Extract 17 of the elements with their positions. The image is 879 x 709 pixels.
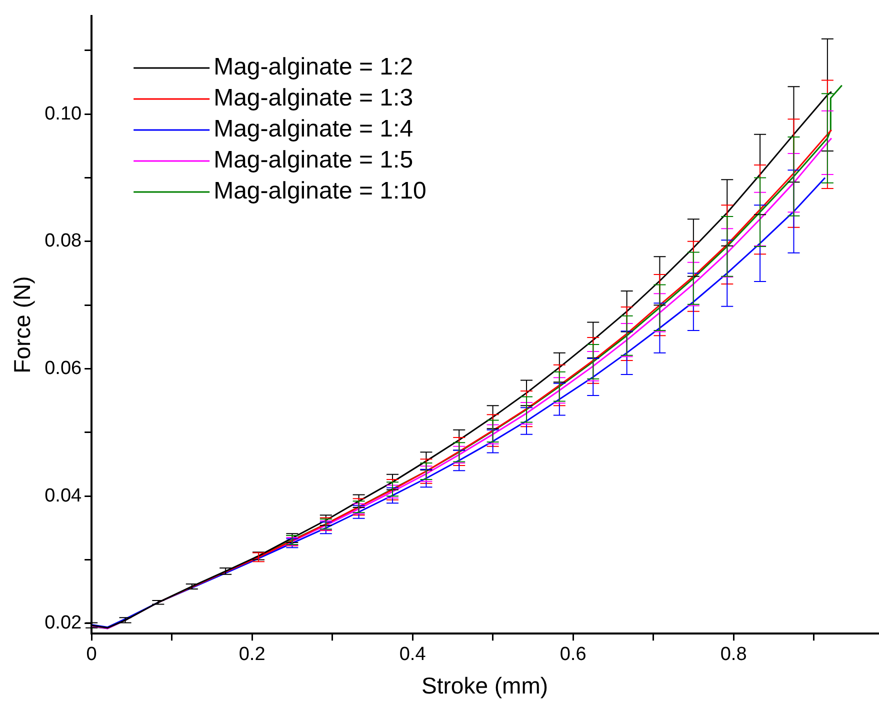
x-axis-title: Stroke (mm) [422, 672, 548, 699]
y-tick-label: 0.04 [44, 485, 82, 506]
x-tick-label: 0.8 [720, 644, 747, 666]
legend-label: Mag-alginate = 1:3 [214, 84, 414, 112]
y-tick-label: 0.08 [44, 230, 82, 252]
y-tick-label: 0.02 [44, 612, 82, 634]
legend-label: Mag-alginate = 1:10 [214, 178, 426, 205]
y-tick-label: 0.10 [44, 103, 82, 124]
y-tick-label: 0.06 [44, 358, 82, 379]
legend-label: Mag-alginate = 1:4 [214, 116, 414, 143]
x-tick-label: 0.6 [560, 644, 586, 666]
x-tick-label: 0 [86, 644, 97, 666]
legend-label: Mag-alginate = 1:5 [214, 146, 414, 174]
x-tick-label: 0.4 [399, 644, 426, 666]
legend-label: Mag-alginate = 1:2 [214, 54, 414, 81]
x-tick-label: 0.2 [238, 644, 266, 666]
y-axis-title: Force (N) [9, 276, 36, 374]
